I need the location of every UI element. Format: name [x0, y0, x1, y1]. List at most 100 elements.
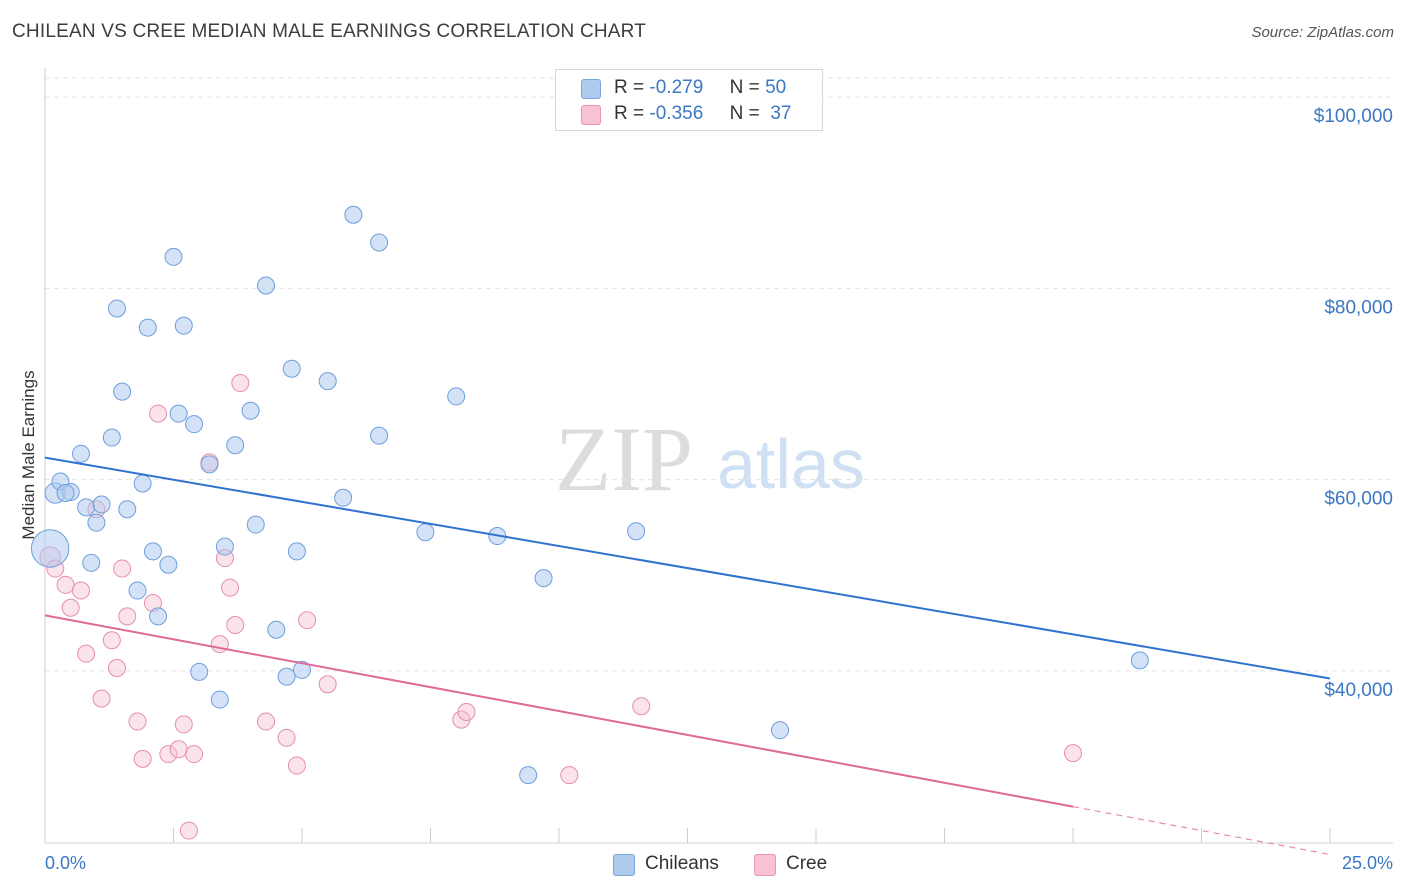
cree-swatch	[581, 105, 601, 125]
cree-trend-line	[44, 614, 1074, 808]
chileans-point	[282, 359, 301, 378]
y-tick-label: $40,000	[1324, 680, 1393, 701]
chileans-trend-line	[44, 456, 1331, 680]
legend-n-label: N =	[729, 103, 760, 124]
chileans-point	[534, 569, 553, 588]
chileans-point	[174, 316, 193, 335]
cree-point	[118, 607, 137, 626]
chileans-point	[370, 233, 389, 252]
y-axis-label: Median Male Earnings	[19, 370, 38, 539]
legend-n-value: 50	[765, 77, 787, 98]
x-tick-label: 0.0%	[45, 853, 86, 873]
chileans-point	[344, 205, 363, 224]
cree-point	[1064, 744, 1082, 763]
chileans-point	[334, 488, 353, 507]
cree-point	[128, 712, 147, 731]
chileans-point	[56, 484, 75, 503]
cree-point	[61, 598, 80, 617]
chileans-point	[267, 620, 286, 639]
cree-point	[174, 715, 193, 734]
chileans-point	[1130, 651, 1149, 670]
legend-n-value: 37	[770, 103, 792, 124]
cree-point	[287, 756, 306, 775]
cree-point	[56, 575, 75, 594]
y-tick-label: $80,000	[1324, 297, 1393, 318]
chileans-point	[293, 660, 311, 679]
chileans-point	[241, 401, 260, 420]
cree-point	[457, 702, 476, 721]
cree-point	[298, 611, 317, 630]
chileans-point	[257, 276, 276, 295]
chileans-point	[118, 500, 137, 519]
chileans-point	[71, 444, 90, 463]
watermark-zip: ZIP	[555, 408, 693, 510]
chileans-point	[519, 766, 538, 785]
axes	[44, 68, 1393, 844]
chileans-point	[771, 721, 790, 740]
legend-r-label: R =	[614, 77, 645, 98]
cree-point	[226, 615, 245, 634]
cree-point	[179, 821, 198, 840]
legend-r-label: R =	[614, 103, 645, 124]
chileans-point	[627, 522, 646, 541]
legend-row-chileans: R = -0.279 N = 50	[556, 75, 822, 101]
chileans-point	[226, 436, 245, 455]
cree-legend-label: Cree	[786, 853, 828, 874]
chileans-point	[77, 498, 96, 517]
chileans-legend-swatch	[613, 854, 635, 876]
chileans-point	[246, 515, 265, 534]
trend-lines	[44, 456, 1331, 856]
chileans-swatch	[581, 79, 601, 99]
chileans-point	[87, 513, 106, 532]
legend-n-label: N =	[729, 77, 760, 98]
cree-point	[185, 745, 204, 764]
chileans-point	[200, 455, 219, 474]
chileans-points	[30, 205, 1149, 785]
cree-point	[632, 697, 651, 716]
y-tick-label: $60,000	[1324, 489, 1393, 510]
y-tick-labels: $40,000 $60,000 $80,000 $100,000	[1314, 106, 1393, 701]
x-tick-label: 25.0%	[1342, 853, 1393, 873]
cree-point	[257, 712, 276, 731]
cree-point	[102, 631, 121, 650]
chileans-point	[82, 553, 101, 572]
gridlines	[45, 77, 1393, 672]
cree-legend-swatch	[754, 854, 776, 876]
y-tick-label: $100,000	[1314, 106, 1393, 127]
cree-point	[221, 578, 240, 597]
cree-point	[318, 675, 337, 694]
cree-point	[560, 766, 579, 785]
chileans-point	[133, 474, 152, 493]
chileans-point	[30, 529, 70, 568]
chileans-point	[277, 667, 296, 686]
chileans-point	[128, 581, 147, 600]
cree-point	[231, 374, 250, 393]
chileans-point	[190, 662, 209, 681]
chileans-point	[92, 495, 111, 514]
chileans-point	[149, 607, 168, 626]
x-tick-labels: 0.0% 25.0%	[45, 853, 1393, 873]
cree-point	[210, 635, 229, 654]
chileans-point	[107, 299, 126, 318]
cree-point	[159, 745, 178, 764]
cree-point	[77, 644, 96, 663]
cree-points	[39, 374, 1082, 840]
chileans-point	[143, 542, 162, 561]
chileans-point	[164, 247, 183, 266]
chileans-point	[102, 428, 121, 447]
cree-point	[92, 689, 111, 708]
cree-point	[149, 404, 168, 423]
chileans-point	[318, 372, 337, 391]
chileans-point	[210, 690, 229, 709]
chileans-point	[169, 404, 188, 423]
chileans-point	[138, 318, 157, 337]
chileans-point	[159, 555, 178, 574]
chileans-legend-label: Chileans	[645, 853, 719, 874]
stats-legend: R = -0.279 N = 50 R = -0.356 N = 37	[555, 69, 823, 131]
cree-point	[107, 659, 126, 678]
watermark-atlas: atlas	[717, 425, 865, 503]
cree-point	[71, 581, 90, 600]
legend-r-value: -0.279	[649, 77, 704, 98]
chileans-point	[215, 537, 234, 556]
